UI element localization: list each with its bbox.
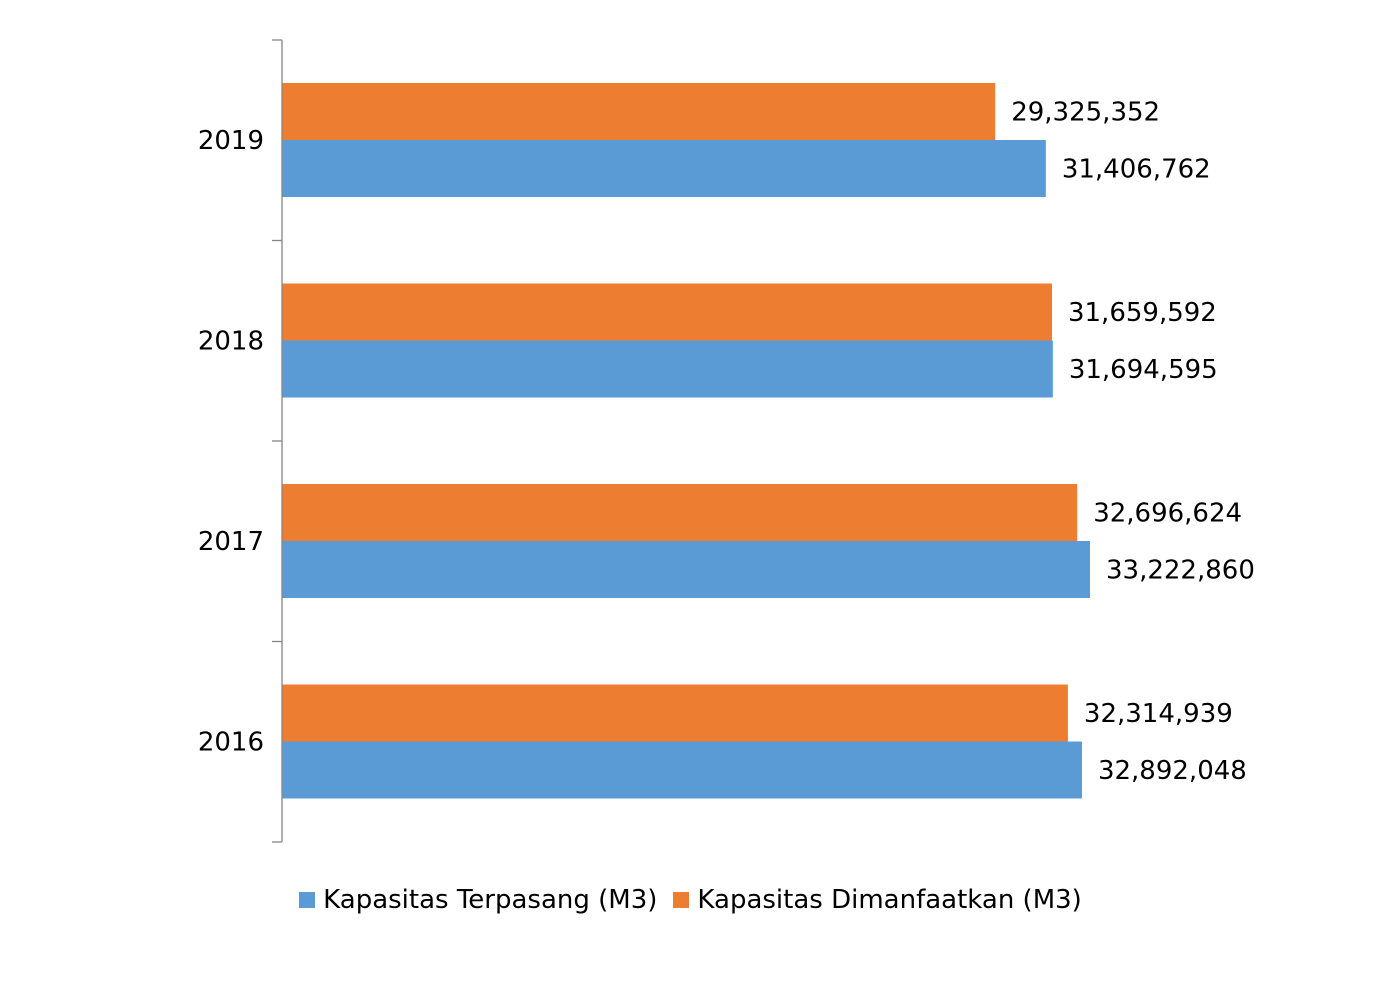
bar-terpasang-2017	[282, 541, 1090, 598]
data-label-terpasang-2019: 31,406,762	[1062, 155, 1211, 185]
labels-group: 2019 29,325,352 31,406,762 2018 31,659,592 31…	[198, 98, 1255, 787]
bar-dimanfaatkan-2017	[282, 484, 1078, 541]
category-axis	[272, 39, 283, 843]
bar-dimanfaatkan-2018	[282, 283, 1052, 341]
bar-terpasang-2018	[282, 340, 1053, 398]
bars-group	[282, 83, 1090, 799]
category-label-2018: 2018	[198, 327, 264, 357]
legend-label-dimanfaatkan: Kapasitas Dimanfaatkan (M3)	[697, 885, 1082, 915]
legend-item-dimanfaatkan: Kapasitas Dimanfaatkan (M3)	[673, 885, 1082, 915]
data-label-dimanfaatkan-2016: 32,314,939	[1084, 699, 1233, 729]
legend-label-terpasang: Kapasitas Terpasang (M3)	[323, 885, 658, 915]
data-label-dimanfaatkan-2019: 29,325,352	[1011, 98, 1160, 128]
legend-swatch-dimanfaatkan	[673, 892, 690, 908]
bar-dimanfaatkan-2019	[282, 83, 996, 140]
category-label-2017: 2017	[198, 527, 264, 557]
category-label-2016: 2016	[198, 728, 264, 758]
data-label-terpasang-2018: 31,694,595	[1069, 355, 1218, 385]
bar-dimanfaatkan-2016	[282, 684, 1068, 742]
category-label-2019: 2019	[198, 126, 264, 156]
data-label-terpasang-2017: 33,222,860	[1106, 556, 1255, 586]
bar-terpasang-2016	[282, 741, 1082, 799]
data-label-dimanfaatkan-2017: 32,696,624	[1093, 499, 1242, 529]
legend: Kapasitas Terpasang (M3) Kapasitas Diman…	[0, 880, 1397, 920]
legend-item-terpasang: Kapasitas Terpasang (M3)	[299, 885, 657, 915]
legend-swatch-terpasang	[299, 892, 316, 908]
data-label-terpasang-2016: 32,892,048	[1098, 756, 1247, 786]
bar-terpasang-2019	[282, 140, 1046, 197]
bar-chart: 2019 29,325,352 31,406,762 2018 31,659,592 31…	[198, 39, 1255, 843]
data-label-dimanfaatkan-2018: 31,659,592	[1068, 298, 1217, 328]
